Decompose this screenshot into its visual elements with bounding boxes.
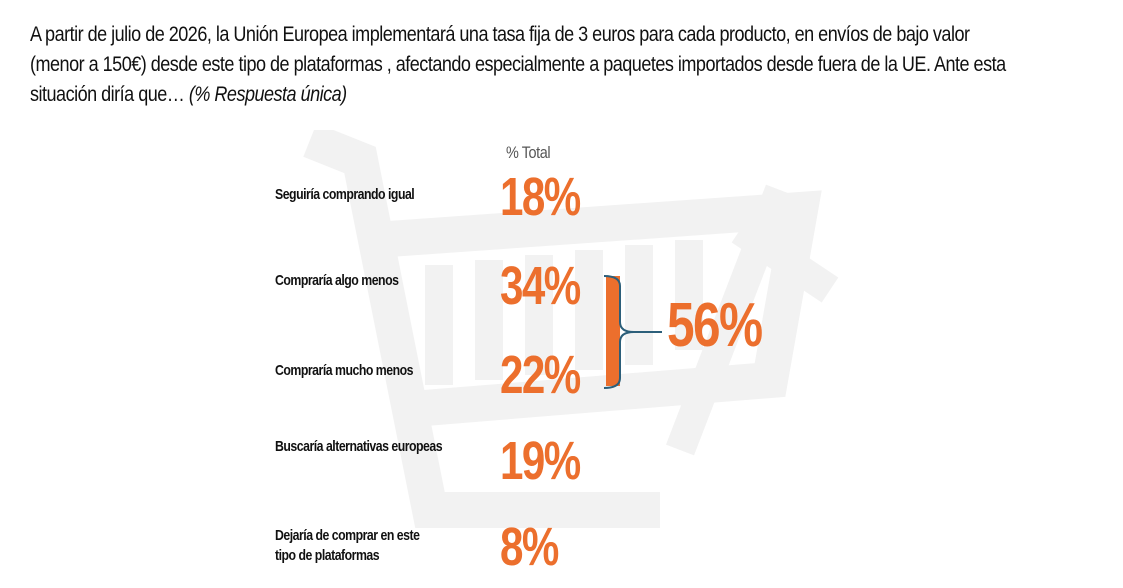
row-value: 18% (500, 167, 581, 227)
row-value: 19% (500, 431, 581, 491)
row-value: 8% (500, 517, 559, 577)
group-bracket (603, 275, 662, 389)
row-label: Buscaría alternativas europeas (275, 438, 443, 455)
question-text: A partir de julio de 2026, la Unión Euro… (30, 20, 1019, 110)
row-value: 22% (500, 345, 581, 405)
question-note: (% Respuesta única) (188, 83, 347, 106)
row-label: Compraría mucho menos (275, 362, 413, 379)
group-value: 56% (667, 291, 763, 360)
question-body: A partir de julio de 2026, la Unión Euro… (30, 23, 1006, 106)
column-header: % Total (506, 143, 551, 162)
shopping-cart-icon (303, 130, 839, 528)
row-label: Seguiría comprando igual (275, 186, 415, 203)
row-value: 34% (500, 256, 581, 316)
row-label: Dejaría de comprar en este tipo de plata… (275, 527, 420, 564)
row-label: Compraría algo menos (275, 272, 399, 289)
